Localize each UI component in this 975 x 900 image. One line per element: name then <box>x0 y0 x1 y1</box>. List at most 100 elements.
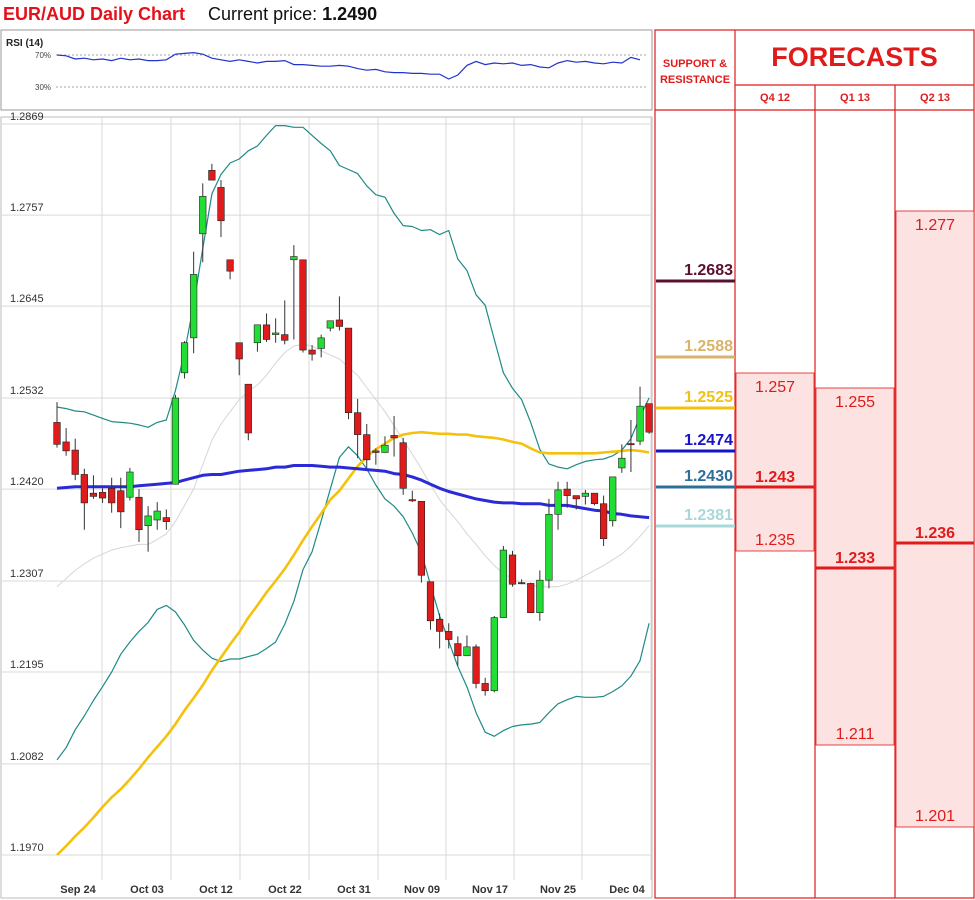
forecast-low-value: 1.211 <box>836 726 875 743</box>
candle-down <box>518 582 526 585</box>
candle-down <box>281 334 289 341</box>
candle-down <box>426 581 435 622</box>
candle-down <box>235 342 243 360</box>
y-tick-label: 1.2757 <box>10 202 44 214</box>
candle-up <box>190 274 198 339</box>
candle-up <box>253 324 262 344</box>
candle-down <box>262 324 271 340</box>
x-tick-label: Oct 12 <box>199 884 233 896</box>
candle-down <box>472 646 480 684</box>
candle-up <box>171 397 180 485</box>
x-tick-label: Dec 04 <box>609 884 645 896</box>
bollinger-upper-line <box>56 124 650 470</box>
chart-title: EUR/AUD Daily Chart Current price: 1.249… <box>3 4 377 25</box>
candle-down <box>354 412 362 435</box>
candle-down <box>390 435 398 439</box>
candle-down <box>454 643 462 657</box>
forecast-high-value: 1.257 <box>755 379 795 396</box>
candle-up <box>499 549 507 618</box>
forecast-mid-value: 1.243 <box>755 469 795 486</box>
forecast-column-header: Q2 13 <box>920 92 950 104</box>
candle-down <box>299 259 307 351</box>
moving-average-yellow <box>56 430 650 856</box>
candle-down <box>590 492 599 505</box>
sr-level-value: 1.2381 <box>684 507 733 524</box>
candle-up <box>636 405 644 442</box>
pair-name: EUR/AUD Daily Chart <box>3 4 186 24</box>
candle-down <box>508 554 517 585</box>
candle-down <box>481 683 489 692</box>
rsi-level-label: 30% <box>35 83 51 92</box>
candle-down <box>627 443 635 446</box>
candle-up <box>272 332 280 335</box>
forecast-column-header: Q4 12 <box>760 92 790 104</box>
rsi-label: RSI (14) <box>6 38 43 49</box>
support-resistance-title: SUPPORT & <box>663 58 727 70</box>
x-tick-label: Oct 22 <box>268 884 302 896</box>
current-price-value: 1.2490 <box>322 4 378 24</box>
candle-up <box>545 514 553 581</box>
candle-down <box>572 495 580 500</box>
y-tick-label: 1.2532 <box>10 385 44 397</box>
candle-down <box>527 583 535 613</box>
price-panel: 1.2869 1.2757 1.2645 1.2532 1.2420 1.2307 1.21… <box>0 111 653 899</box>
candle-down <box>445 631 453 640</box>
candle-down <box>208 170 216 181</box>
sr-level-value: 1.2588 <box>684 338 733 355</box>
candle-up <box>490 617 498 692</box>
candle-down <box>335 319 344 327</box>
candle-up <box>326 320 334 329</box>
bollinger-lower-line <box>56 446 650 761</box>
candle-down <box>80 474 88 504</box>
candle-down <box>308 349 316 355</box>
candle-down <box>363 434 371 461</box>
forecast-column-header: Q1 13 <box>840 92 870 104</box>
rsi-frame <box>0 29 653 111</box>
x-tick-label: Sep 24 <box>60 884 96 896</box>
forecast-low-value: 1.235 <box>755 532 795 549</box>
candle-down <box>62 441 70 452</box>
sr-level-value: 1.2474 <box>684 432 733 449</box>
candle-down <box>217 187 225 222</box>
forecast-mid-value: 1.236 <box>915 525 955 542</box>
rsi-level-label: 70% <box>35 51 51 60</box>
forecast-range-box <box>735 372 815 552</box>
candle-down <box>244 383 252 434</box>
y-tick-label: 1.2082 <box>10 751 44 763</box>
candle-up <box>609 476 617 522</box>
candle-up <box>290 256 298 261</box>
y-tick-label: 1.2420 <box>10 476 44 488</box>
sr-level-value: 1.2683 <box>684 262 733 279</box>
candle-down <box>53 422 61 445</box>
forecast-low-value: 1.201 <box>915 808 955 825</box>
candle-up <box>317 337 325 349</box>
y-tick-label: 1.1970 <box>10 842 44 854</box>
candle-up <box>180 342 189 374</box>
candle-up <box>153 510 161 521</box>
rsi-line <box>56 51 641 80</box>
support-resistance-title: RESISTANCE <box>660 74 730 86</box>
y-tick-label: 1.2307 <box>10 568 44 580</box>
candle-down <box>108 487 116 504</box>
x-tick-label: Nov 09 <box>404 884 440 896</box>
x-tick-label: Nov 17 <box>472 884 508 896</box>
forecast-mid-value: 1.233 <box>835 550 875 567</box>
candle-down <box>117 490 125 513</box>
x-tick-label: Oct 31 <box>337 884 371 896</box>
forecast-high-value: 1.277 <box>915 217 955 234</box>
candle-down <box>417 500 426 576</box>
candle-down <box>89 492 98 497</box>
bollinger-middle-line <box>56 343 650 588</box>
candle-up <box>144 515 152 526</box>
x-tick-label: Oct 03 <box>130 884 164 896</box>
candle-down <box>162 517 170 522</box>
candle-down <box>436 618 444 632</box>
candle-up <box>536 579 544 613</box>
y-tick-label: 1.2869 <box>10 111 44 123</box>
sr-level-value: 1.2525 <box>684 389 733 406</box>
candle-down <box>98 492 107 499</box>
forecast-range-box <box>895 210 975 828</box>
candle-down <box>226 259 234 272</box>
candle-down <box>408 499 416 502</box>
